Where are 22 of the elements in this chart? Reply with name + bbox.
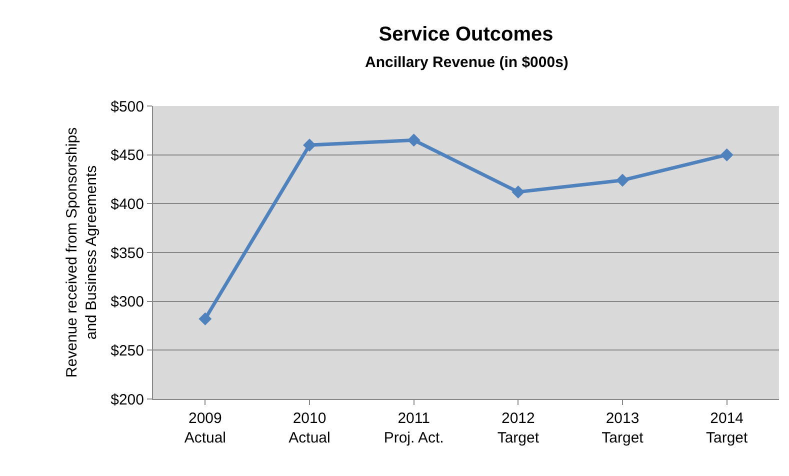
x-tick-label: 2009 Actual (184, 410, 226, 446)
x-tick-label: 2010 Actual (288, 410, 330, 446)
chart-subtitle: Ancillary Revenue (in $000s) (365, 54, 568, 71)
y-tick-label: $350 (110, 244, 144, 262)
y-axis-title: Revenue received from Sponsorships and Business Agreements (63, 127, 100, 378)
x-tick-label: 2012 Target (497, 410, 540, 446)
y-tick-label: $450 (110, 147, 144, 164)
point (198, 312, 212, 326)
point (512, 185, 525, 198)
y-tick-label: $200 (110, 391, 144, 408)
point (407, 134, 420, 147)
point (720, 148, 734, 162)
y-tick-label: $250 (110, 342, 144, 360)
point (616, 174, 629, 187)
x-tick-label: 2011 Proj. Act. (384, 410, 444, 446)
x-tick-label: 2013 Target (602, 410, 644, 446)
y-tick-label: $300 (110, 294, 144, 311)
point (303, 138, 316, 152)
y-tick-label: $400 (110, 196, 144, 213)
y-tick-label: $500 (110, 98, 144, 116)
chart-title: Service Outcomes (378, 23, 554, 46)
x-tick-label: 2014 Target (706, 410, 748, 446)
